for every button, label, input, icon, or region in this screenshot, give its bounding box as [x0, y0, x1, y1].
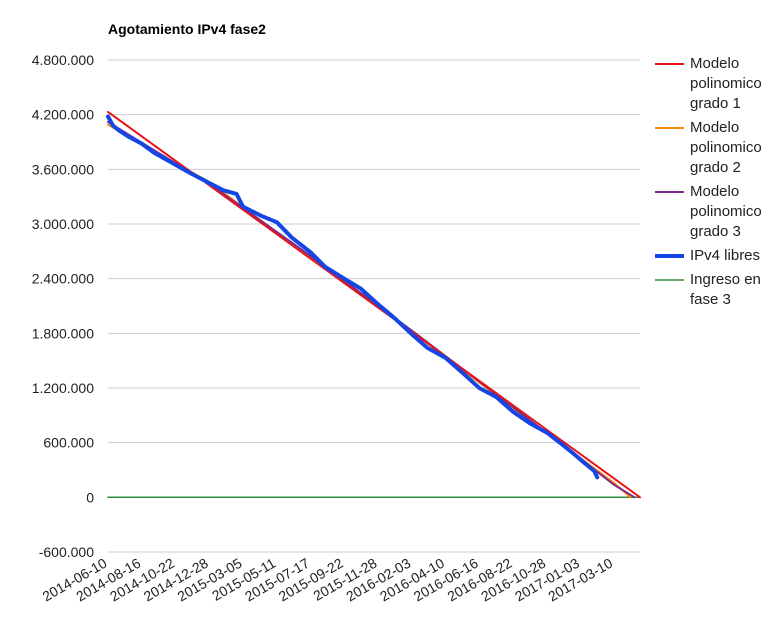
- y-tick-label: 4.800.000: [32, 52, 94, 68]
- y-tick-label: 3.000.000: [32, 216, 94, 232]
- legend-label: grado 1: [690, 95, 741, 112]
- legend-label: grado 2: [690, 159, 741, 176]
- x-axis-ticks: 2014-06-102014-08-162014-10-222014-12-28…: [39, 555, 615, 605]
- legend-label: IPv4 libres: [690, 247, 760, 264]
- legend-label: Modelo: [690, 183, 739, 200]
- series-line-3: [106, 114, 600, 480]
- legend-label: fase 3: [690, 291, 731, 308]
- y-tick-label: 600.000: [43, 435, 94, 451]
- legend-label: grado 3: [690, 223, 741, 240]
- legend: Modelo polinomico grado 1 Modelo polinomico g…: [655, 55, 762, 308]
- y-axis-ticks: -600.000 0 600.000 1.200.000 1.800.000 2.400.…: [32, 52, 95, 560]
- legend-label: Ingreso en: [690, 271, 761, 288]
- chart-title: Agotamiento IPv4 fase2: [108, 21, 266, 37]
- legend-label: polinomico: [690, 139, 762, 156]
- series-lines: [106, 110, 641, 499]
- y-tick-label: 1.800.000: [32, 325, 94, 341]
- series-line-1: [107, 123, 632, 499]
- legend-label: polinomico: [690, 75, 762, 92]
- y-tick-label: 3.600.000: [32, 161, 94, 177]
- legend-label: polinomico: [690, 203, 762, 220]
- y-tick-label: -600.000: [39, 544, 94, 560]
- y-tick-label: 4.200.000: [32, 107, 94, 123]
- y-tick-label: 2.400.000: [32, 271, 94, 287]
- gridlines: [108, 59, 640, 553]
- y-tick-label: 1.200.000: [32, 380, 94, 396]
- legend-label: Modelo: [690, 119, 739, 136]
- legend-label: Modelo: [690, 55, 739, 72]
- y-tick-label: 0: [86, 489, 94, 505]
